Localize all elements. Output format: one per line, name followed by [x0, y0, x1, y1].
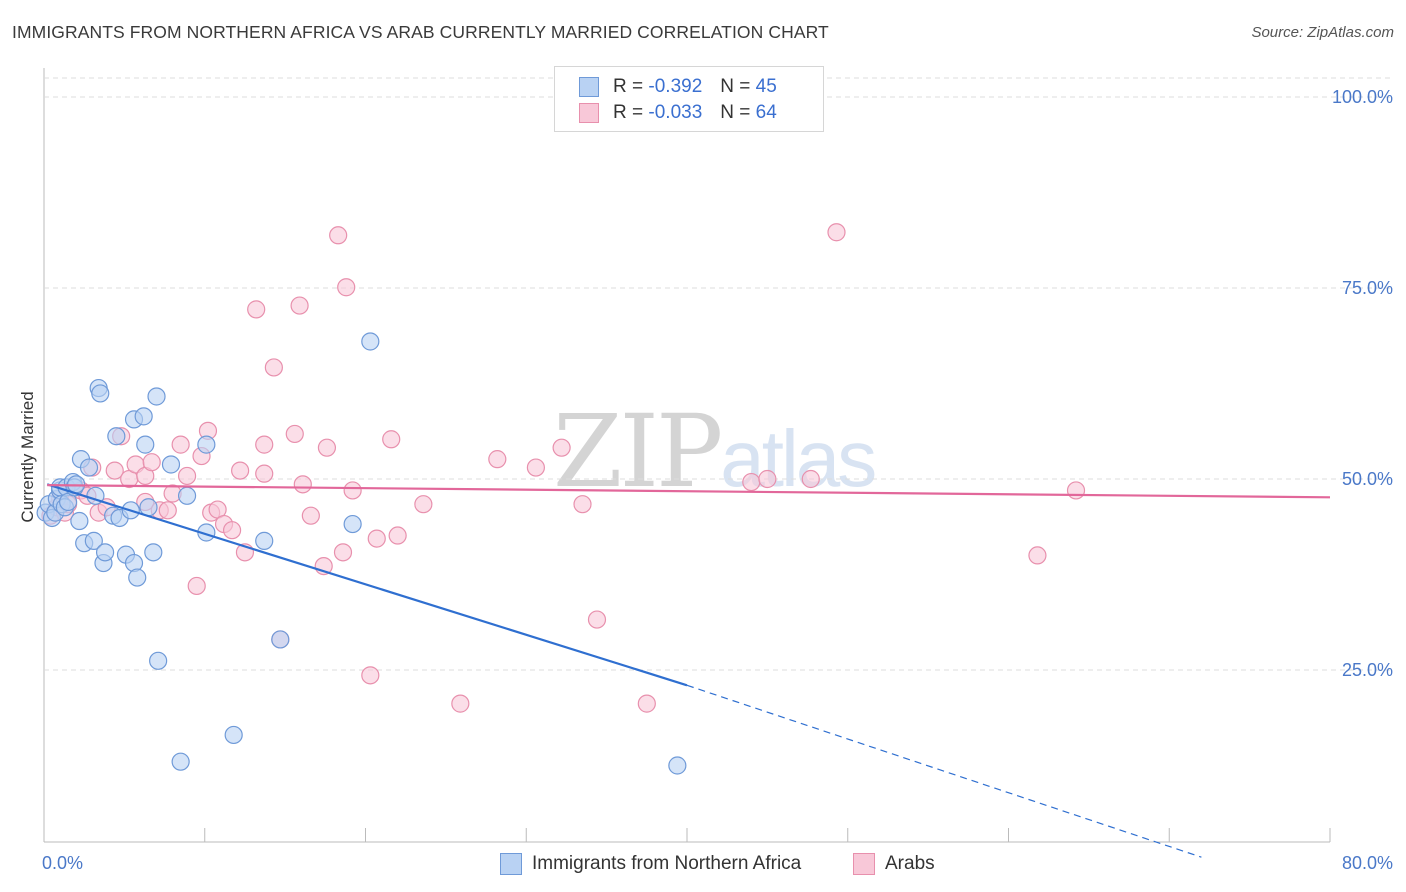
arabs-point — [382, 430, 401, 449]
arabs-point — [333, 543, 353, 562]
y-tick-label: 50.0% — [1342, 469, 1393, 489]
immigrants-point — [197, 435, 216, 454]
arabs-point — [317, 438, 337, 457]
arabs-point — [827, 223, 846, 242]
arabs-point — [158, 501, 177, 520]
arabs-point — [247, 300, 266, 319]
immigrants-point — [343, 514, 362, 534]
bottom-legend-immigrants: Immigrants from Northern Africa — [500, 851, 801, 877]
immigrants-trend-extension — [686, 684, 1202, 858]
arabs-point — [361, 666, 380, 685]
immigrants-point — [147, 387, 166, 406]
arabs-point — [573, 495, 592, 514]
arabs-point — [742, 472, 761, 492]
immigrants-trend-line — [46, 483, 688, 687]
arabs-point — [301, 506, 320, 525]
chart-title: IMMIGRANTS FROM NORTHERN AFRICA VS ARAB … — [12, 22, 829, 42]
arabs-point — [337, 278, 356, 297]
legend-r-label: R = — [613, 102, 644, 123]
bottom-legend-swatch-blue — [500, 853, 522, 875]
arabs-point — [187, 576, 206, 596]
watermark-zip: ZIP — [553, 393, 723, 510]
arabs-point — [1066, 481, 1086, 500]
arabs-point — [1028, 546, 1047, 565]
immigrants-point — [255, 531, 274, 550]
immigrants-point — [84, 531, 103, 550]
immigrants-point — [271, 630, 290, 649]
arabs-point — [552, 438, 571, 457]
arabs-point — [105, 461, 124, 480]
immigrants-point — [136, 435, 155, 454]
legend-row-arabs: R = -0.033 N = 64 — [579, 101, 777, 125]
arabs-point — [255, 435, 274, 454]
arabs-point — [801, 469, 820, 489]
legend-swatch-pink — [579, 103, 599, 123]
legend-n-label: N = — [720, 102, 751, 123]
legend-r-value: -0.033 — [648, 102, 703, 123]
immigrants-point — [177, 486, 197, 505]
immigrants-point — [70, 511, 89, 531]
immigrants-point — [134, 407, 153, 426]
arabs-point — [255, 464, 274, 483]
watermark: ZIPatlas — [553, 402, 877, 502]
arabs-point — [414, 495, 433, 514]
bottom-legend-arabs: Arabs — [853, 851, 935, 877]
bottom-legend-label: Immigrants from Northern Africa — [532, 853, 802, 874]
arabs-point — [264, 358, 283, 377]
legend-r-value: -0.392 — [648, 76, 703, 97]
legend-swatch-blue — [579, 77, 599, 97]
arabs-point — [758, 469, 777, 489]
immigrants-point — [79, 458, 99, 477]
immigrants-point — [107, 427, 126, 446]
arabs-point — [587, 610, 607, 629]
immigrants-point — [224, 725, 243, 745]
correlation-legend: R = -0.392 N = 45 R = -0.033 N = 64 — [554, 66, 824, 132]
y-axis-label: Currently Married — [18, 391, 37, 522]
bottom-legend-label: Arabs — [885, 853, 935, 874]
legend-n-label: N = — [720, 76, 751, 97]
arabs-point — [526, 458, 545, 477]
arabs-point — [367, 529, 386, 548]
x-tick-label: 80.0% — [1342, 853, 1393, 873]
arabs-point — [488, 450, 507, 469]
legend-r-label: R = — [613, 76, 644, 97]
immigrants-point — [171, 752, 190, 771]
immigrants-point — [668, 756, 687, 775]
arabs-point — [451, 694, 470, 713]
immigrants-point — [95, 543, 115, 562]
immigrants-point — [144, 543, 163, 562]
legend-n-value: 64 — [755, 102, 777, 123]
immigrants-point — [161, 455, 181, 474]
y-tick-label: 75.0% — [1342, 278, 1393, 298]
arabs-point — [290, 296, 309, 315]
arabs-point — [222, 521, 242, 540]
legend-row-immigrants: R = -0.392 N = 45 — [579, 75, 777, 99]
arabs-point — [177, 466, 197, 486]
arabs-point — [329, 226, 348, 245]
legend-n-value: 45 — [755, 76, 777, 97]
immigrants-point — [128, 568, 147, 587]
y-tick-label: 100.0% — [1332, 87, 1393, 107]
immigrants-point — [149, 651, 168, 670]
arabs-point — [285, 424, 304, 444]
arabs-point — [142, 453, 161, 472]
bottom-legend-swatch-pink — [853, 853, 875, 875]
arabs-point — [343, 481, 362, 500]
arabs-point — [637, 694, 656, 713]
arabs-point — [171, 435, 190, 454]
source-credit: Source: ZipAtlas.com — [1251, 24, 1394, 41]
arabs-point — [388, 526, 407, 545]
x-tick-label: 0.0% — [42, 853, 83, 873]
arabs-point — [293, 475, 312, 494]
immigrants-point — [361, 332, 380, 351]
arabs-trend-line — [47, 484, 1331, 499]
y-tick-label: 25.0% — [1342, 660, 1393, 680]
arabs-point — [231, 461, 250, 480]
immigrants-point — [91, 384, 110, 403]
